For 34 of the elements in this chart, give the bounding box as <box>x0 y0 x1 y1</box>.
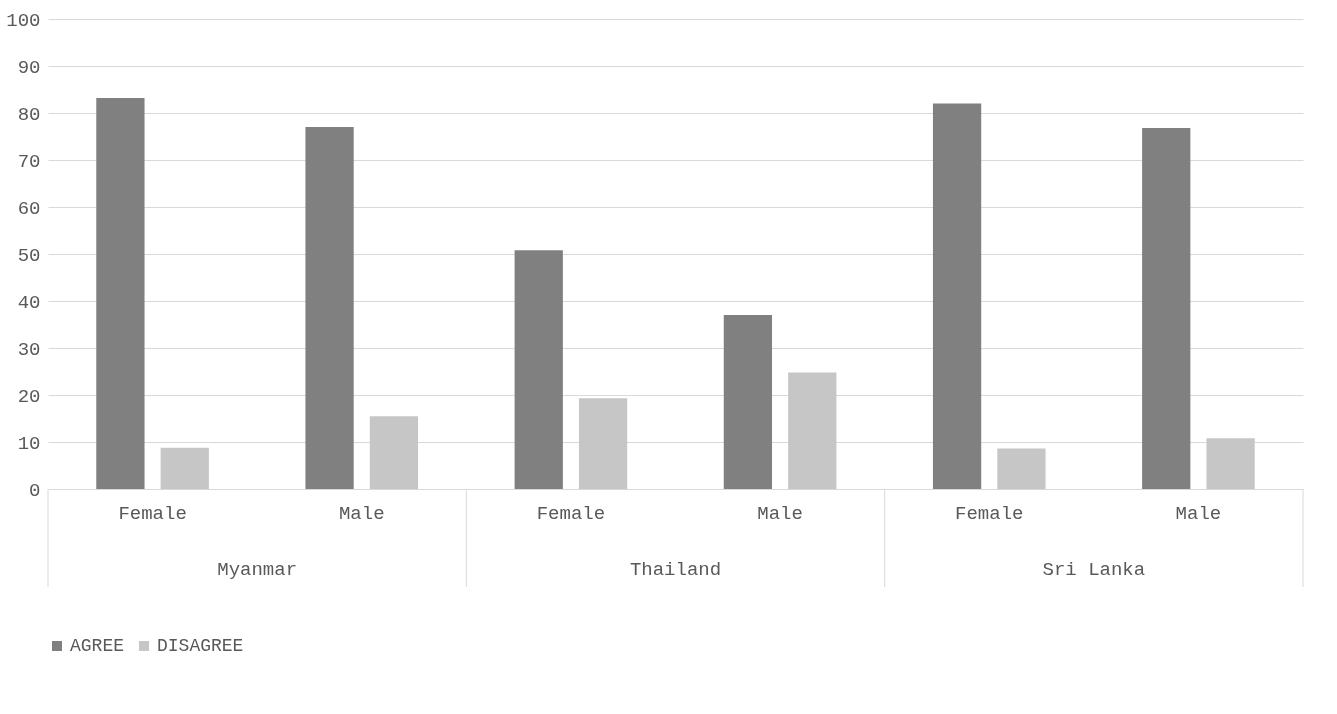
y-tick-label: 40 <box>17 291 41 314</box>
bar <box>997 448 1046 489</box>
y-tick-label: 100 <box>6 9 41 32</box>
y-tick-label: 20 <box>17 385 41 408</box>
bar <box>160 447 209 489</box>
y-tick-label: 90 <box>17 56 41 79</box>
bar <box>1206 438 1255 489</box>
x-tick-label: Female <box>536 502 606 525</box>
x-tick-label: Male <box>338 502 385 525</box>
bar <box>1142 128 1191 489</box>
legend-label: AGREE <box>70 636 125 656</box>
text: Sri Lanka <box>1042 559 1146 581</box>
y-tick-label: 70 <box>17 150 41 173</box>
y-tick-label: 30 <box>17 338 41 361</box>
bar <box>514 250 563 489</box>
y-tick-label: 60 <box>17 197 41 220</box>
y-tick-label: 50 <box>17 244 41 267</box>
legend-label: DISAGREE <box>157 636 244 656</box>
x-tick-label: Female <box>118 502 187 525</box>
bar <box>96 97 145 489</box>
bar <box>788 372 837 489</box>
x-tick-label: Male <box>757 502 803 525</box>
y-tick-label: 10 <box>17 432 41 455</box>
bar <box>932 103 982 489</box>
x-tick-label: Male <box>1175 502 1222 525</box>
text: Thailand <box>629 559 722 581</box>
y-tick-label: 0 <box>29 479 41 502</box>
x-tick-label: Female <box>955 502 1024 525</box>
bar <box>369 416 419 489</box>
y-tick-label: 80 <box>17 103 41 126</box>
bar <box>305 127 354 489</box>
bar <box>723 315 773 489</box>
bar <box>578 398 628 489</box>
text: Myanmar <box>217 559 298 581</box>
